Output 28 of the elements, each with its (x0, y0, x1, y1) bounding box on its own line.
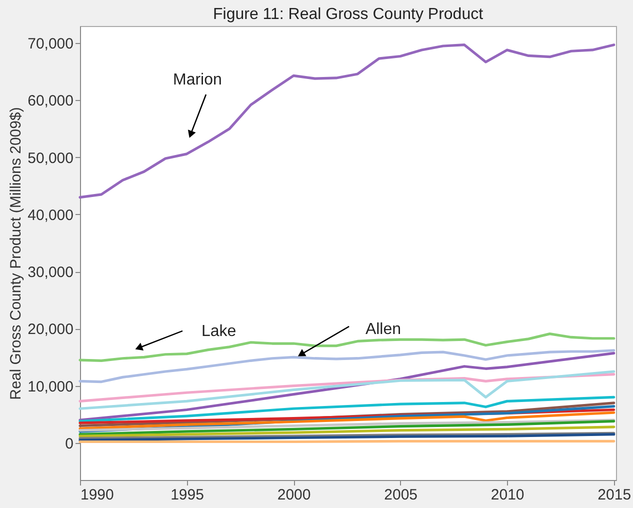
annotation: Lake (201, 322, 236, 340)
y-tick-label: 70,000 (28, 36, 74, 53)
line-series (78, 418, 616, 432)
y-tick-label: 40,000 (28, 206, 74, 224)
line-series (78, 352, 616, 422)
line-series (78, 420, 616, 436)
y-tick-label: 0 (65, 435, 74, 452)
y-tick-label: 10,000 (28, 378, 74, 396)
chart-title: Figure 11: Real Gross County Product (212, 6, 484, 23)
y-axis-title: Real Gross County Product (Millions 2009$) (8, 107, 25, 400)
annotation: Allen (365, 321, 402, 338)
x-tick-label: 2000 (277, 486, 311, 504)
annotation: Marion (172, 72, 222, 89)
y-tick-label: 50,000 (28, 150, 74, 167)
line-series (78, 349, 616, 384)
x-tick-label: 2010 (490, 486, 524, 504)
x-tick-label: 1990 (80, 486, 114, 504)
x-tick-label: 2015 (598, 486, 632, 504)
line-series (78, 44, 616, 199)
x-tick-label: 1995 (170, 486, 204, 504)
line-series (78, 396, 616, 422)
y-tick-label: 30,000 (28, 264, 74, 282)
y-tick-label: 60,000 (28, 92, 74, 110)
y-tick-label: 20,000 (28, 321, 74, 338)
x-tick-label: 2005 (384, 486, 418, 504)
line-series (78, 426, 616, 438)
line-series (78, 370, 616, 410)
line-series (78, 411, 616, 430)
